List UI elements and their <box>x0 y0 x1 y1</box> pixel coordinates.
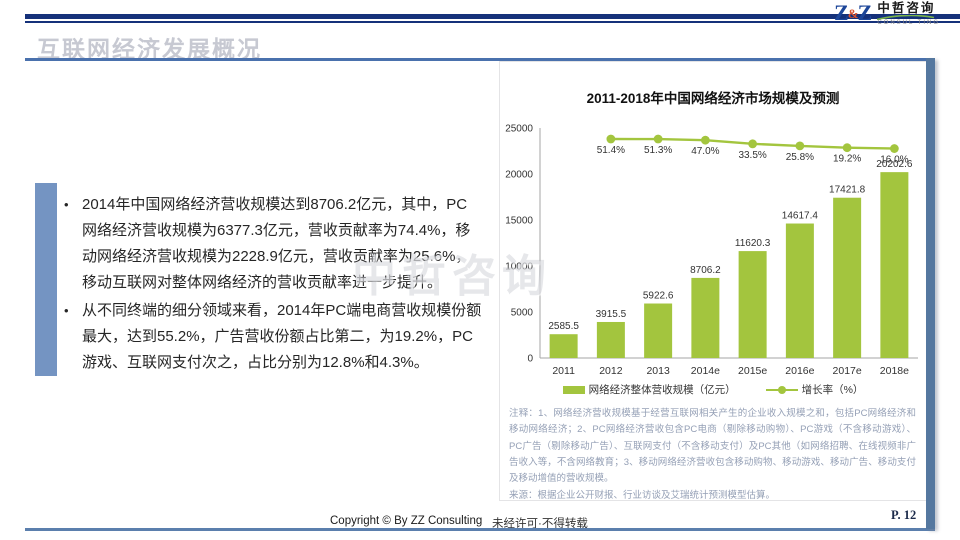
growth-dot-2013 <box>653 134 663 144</box>
growth-dot-2014e <box>700 135 710 145</box>
logo-swoosh-icon <box>877 15 935 20</box>
bullet-item-2: • 从不同终端的细分领域来看，2014年PC端电商营收规模份额最大，达到55.2… <box>64 298 482 376</box>
chart-footnotes: 注释：1、网络经济营收规模基于经营互联网相关产生的企业收入规模之和，包括PC网络… <box>509 406 916 504</box>
logo-company-name: 中哲咨询 <box>877 1 936 15</box>
bar-2012 <box>596 321 625 358</box>
growth-dot-2012 <box>606 134 616 144</box>
growth-value-label: 33.5% <box>738 150 766 161</box>
bullet-item-1: • 2014年中国网络经济营收规模达到8706.2亿元，其中，PC网络经济营收规… <box>64 192 482 296</box>
growth-dot-2017e <box>842 143 852 153</box>
growth-value-label: 25.8% <box>786 152 814 163</box>
y-tick-label: 5000 <box>511 308 534 319</box>
bullet-text-1: 2014年中国网络经济营收规模达到8706.2亿元，其中，PC网络经济营收规模为… <box>82 196 471 291</box>
footer-notice: 未经许可·不得转载 <box>492 518 588 530</box>
x-tick-label: 2014e <box>691 365 720 377</box>
panel-right-edge-bar <box>926 58 935 529</box>
footer-rule <box>25 528 935 531</box>
footer-copyright: Copyright © By ZZ Consulting <box>330 515 483 527</box>
page-number: P. 12 <box>891 508 917 522</box>
x-tick-label: 2011 <box>552 365 575 377</box>
bar-value-label: 11620.3 <box>735 238 771 249</box>
chart-title: 2011-2018年中国网络经济市场规模及预测 <box>586 91 840 106</box>
bar-value-label: 14617.4 <box>782 211 819 222</box>
logo-text-block: 中哲咨询 CONSUL TING <box>877 2 940 27</box>
chart-panel: 2011-2018年中国网络经济市场规模及预测 0 5000 10000 15000 2… <box>499 61 926 501</box>
page-title: 互联网经济发展概况 <box>37 36 262 62</box>
bar-2011 <box>549 334 578 358</box>
growth-value-label: 51.3% <box>644 145 672 156</box>
x-tick-label: 2016e <box>785 365 814 377</box>
bar-2017e <box>833 197 862 358</box>
x-tick-label: 2015e <box>738 365 767 377</box>
bar-value-label: 17421.8 <box>829 185 866 196</box>
logo-zz-mark: Z&Z <box>834 0 872 25</box>
growth-value-label: 19.2% <box>833 154 861 165</box>
x-tick-label: 2012 <box>599 365 623 377</box>
header-rule-thick <box>25 14 960 19</box>
growth-value-label: 51.4% <box>597 145 625 156</box>
x-tick-label: 2017e <box>833 365 862 377</box>
bullet-list: • 2014年中国网络经济营收规模达到8706.2亿元，其中，PC网络经济营收规… <box>64 192 482 378</box>
growth-dot-2015e <box>748 139 758 149</box>
bar-2016e <box>785 223 814 358</box>
y-tick-label: 15000 <box>505 216 533 227</box>
growth-value-label: 47.0% <box>691 146 719 157</box>
growth-value-label: 16.0% <box>880 155 908 166</box>
title-underline <box>25 58 935 61</box>
bar-value-label: 2585.5 <box>548 321 579 332</box>
legend-item-line: 增长率（%） <box>765 382 864 397</box>
legend-bar-swatch-icon <box>562 385 585 394</box>
bar-line-chart: 0 5000 10000 15000 20000 25000 2585.5 2011 3915.… <box>505 124 918 377</box>
header-rule-thin <box>25 21 960 23</box>
legend-item-bars: 网络经济整体营收规模（亿元） <box>562 382 736 397</box>
x-tick-label: 2013 <box>646 365 670 377</box>
growth-dot-2018e <box>889 144 899 153</box>
company-logo: Z&Z 中哲咨询 CONSUL TING <box>834 2 940 27</box>
logo-subtitle: CONSUL TING <box>877 20 940 26</box>
bar-value-label: 8706.2 <box>690 265 721 276</box>
footnote-source: 来源：根据企业公开财报、行业访谈及艾瑞统计预测模型估算。 <box>509 489 776 501</box>
bar-2015e <box>738 251 767 358</box>
legend-line-label: 增长率（%） <box>801 384 864 396</box>
bar-2013 <box>644 303 673 358</box>
bar-value-label: 5922.6 <box>643 291 674 302</box>
bar-2014e <box>691 277 720 358</box>
y-tick-label: 25000 <box>505 124 533 135</box>
growth-dot-2016e <box>795 141 805 151</box>
footnote-definition: 注释：1、网络经济营收规模基于经营互联网相关产生的企业收入规模之和，包括PC网络… <box>509 408 916 485</box>
bullet-text-2: 从不同终端的细分领域来看，2014年PC端电商营收规模份额最大，达到55.2%，… <box>82 302 482 371</box>
accent-bar <box>35 183 57 376</box>
bar-2018e <box>880 172 909 358</box>
y-tick-label: 10000 <box>505 262 533 273</box>
y-tick-label: 20000 <box>505 170 533 181</box>
logo-ampersand: & <box>847 6 859 21</box>
legend-line-swatch-icon <box>765 385 798 394</box>
bullet-marker: • <box>64 197 69 212</box>
legend-bar-label: 网络经济整体营收规模（亿元） <box>588 384 736 396</box>
y-tick-label: 0 <box>527 354 533 365</box>
chart-legend: 网络经济整体营收规模（亿元） 增长率（%） <box>500 382 926 397</box>
bullet-marker: • <box>64 303 69 318</box>
bar-value-label: 20202.6 <box>876 159 913 170</box>
x-tick-label: 2018e <box>880 365 909 377</box>
bar-value-label: 3915.5 <box>596 309 627 320</box>
